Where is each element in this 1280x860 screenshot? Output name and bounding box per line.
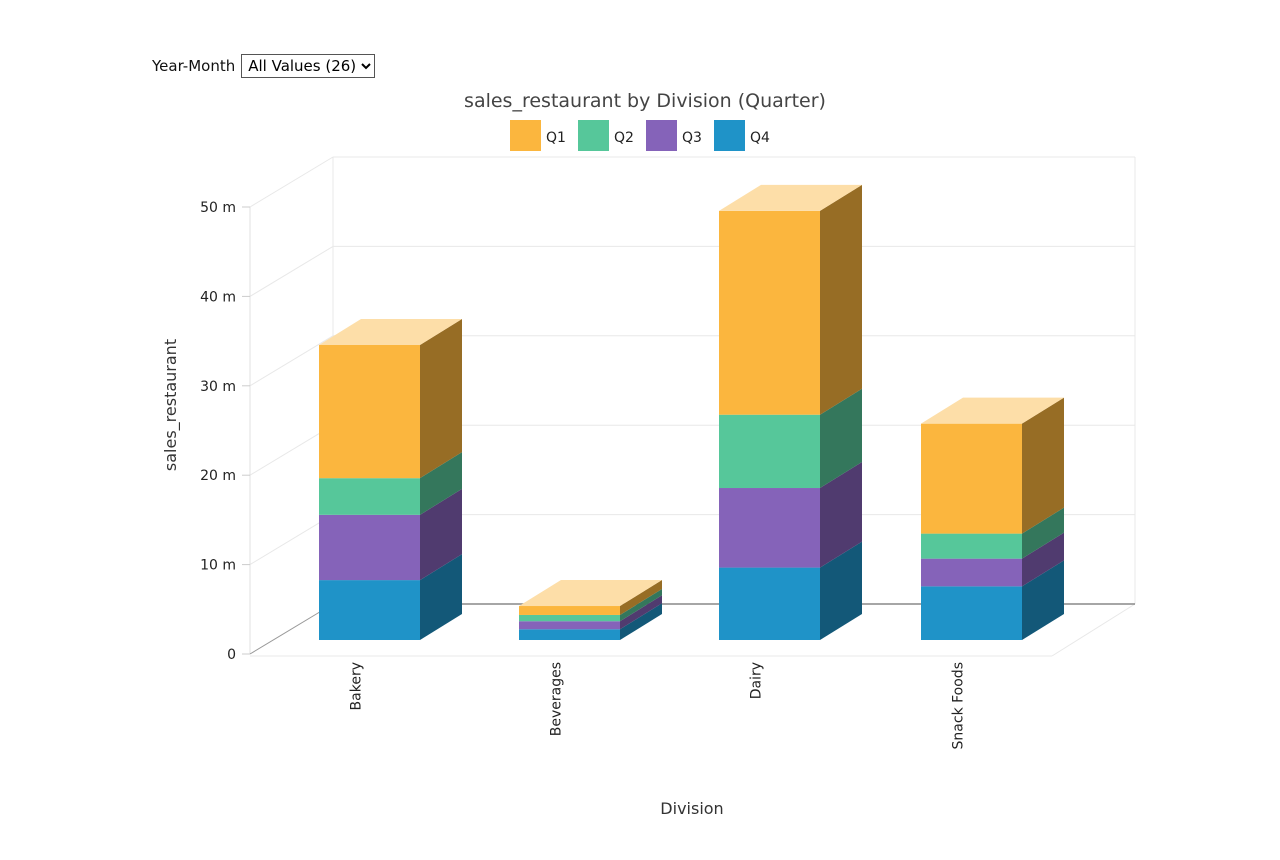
y-tick-label: 10 m bbox=[200, 558, 236, 574]
bar-segment-q2 bbox=[719, 414, 820, 489]
x-axis-ticks: Bakery Beverages Dairy Snack Foods bbox=[349, 662, 967, 749]
bar-segment-q1 bbox=[719, 210, 820, 415]
bar-side-q2 bbox=[420, 452, 462, 515]
bar-segment-q4 bbox=[719, 567, 820, 640]
bar-side-q3 bbox=[420, 488, 462, 581]
bar-side-q1 bbox=[420, 318, 462, 479]
bar-side-q2 bbox=[620, 588, 662, 622]
y-axis-title: sales_restaurant bbox=[161, 339, 181, 471]
floor-right-edge bbox=[1051, 603, 1136, 657]
bar-top bbox=[519, 580, 662, 607]
filter-label: Year-Month bbox=[152, 57, 236, 75]
chart-title: sales_restaurant by Division (Quarter) bbox=[464, 90, 826, 112]
y-axis-ticks: 0 10 m 20 m 30 m 40 m 50 m bbox=[200, 200, 250, 663]
x-tick-label: Beverages bbox=[549, 662, 565, 736]
year-month-filter: Year-Month All Values (26) bbox=[152, 54, 376, 78]
bar-stack bbox=[519, 580, 662, 640]
bar-segment-q2 bbox=[319, 478, 420, 515]
bar-top bbox=[921, 397, 1064, 424]
side-gridline bbox=[249, 335, 334, 387]
legend-swatch-q2 bbox=[578, 120, 609, 151]
year-month-select[interactable]: All Values (26) bbox=[241, 54, 376, 78]
bar-segment-q2 bbox=[519, 614, 620, 622]
legend-label-q3: Q3 bbox=[682, 130, 702, 146]
bar-segment-q3 bbox=[519, 621, 620, 630]
bar-segment-q3 bbox=[319, 514, 420, 581]
bar-segment-q4 bbox=[319, 580, 420, 640]
y-tick-label: 20 m bbox=[200, 468, 236, 484]
bar-segment-q2 bbox=[921, 533, 1022, 559]
bar-side-q4 bbox=[1022, 560, 1064, 640]
bar-side-q1 bbox=[620, 580, 662, 615]
x-tick-label: Snack Foods bbox=[951, 662, 967, 749]
bar-segment-q4 bbox=[519, 629, 620, 640]
legend-swatch-q3 bbox=[646, 120, 677, 151]
bar-side-q3 bbox=[820, 462, 862, 568]
side-gridline bbox=[249, 245, 334, 297]
y-tick-label: 30 m bbox=[200, 379, 236, 395]
bar-side-q1 bbox=[820, 184, 862, 415]
legend-label-q2: Q2 bbox=[614, 130, 634, 146]
y-tick-label: 40 m bbox=[200, 289, 236, 305]
legend: Q1 Q2 Q3 Q4 bbox=[510, 120, 770, 151]
legend-swatch-q1 bbox=[510, 120, 541, 151]
legend-label-q4: Q4 bbox=[750, 130, 770, 146]
bar-segment-q4 bbox=[921, 586, 1022, 640]
bar-side-q4 bbox=[620, 603, 662, 640]
side-gridline bbox=[249, 156, 334, 208]
bar-segment-q1 bbox=[319, 344, 420, 479]
bar-segment-q1 bbox=[519, 606, 620, 615]
legend-swatch-q4 bbox=[714, 120, 745, 151]
bar-side-q1 bbox=[1022, 397, 1064, 534]
bar-stack bbox=[921, 397, 1064, 640]
x-axis-title: Division bbox=[660, 799, 723, 818]
x-tick-label: Dairy bbox=[749, 662, 765, 699]
bar-side-q3 bbox=[1022, 532, 1064, 587]
bar-stack bbox=[719, 184, 862, 640]
bar-segment-q3 bbox=[921, 558, 1022, 587]
y-tick-label: 0 bbox=[227, 647, 236, 663]
bar-top bbox=[319, 318, 462, 345]
bar-side-q4 bbox=[820, 541, 862, 640]
x-tick-label: Bakery bbox=[349, 662, 365, 710]
bar-side-q2 bbox=[1022, 507, 1064, 559]
bar-stack bbox=[319, 318, 462, 640]
y-tick-label: 50 m bbox=[200, 200, 236, 216]
legend-label-q1: Q1 bbox=[546, 130, 566, 146]
bar-side-q3 bbox=[620, 595, 662, 630]
bar-segment-q3 bbox=[719, 488, 820, 568]
bar-segment-q1 bbox=[921, 423, 1022, 534]
bar-side-q2 bbox=[820, 388, 862, 489]
bar-top bbox=[719, 184, 862, 211]
bar-side-q4 bbox=[420, 554, 462, 640]
bars bbox=[319, 184, 1064, 640]
